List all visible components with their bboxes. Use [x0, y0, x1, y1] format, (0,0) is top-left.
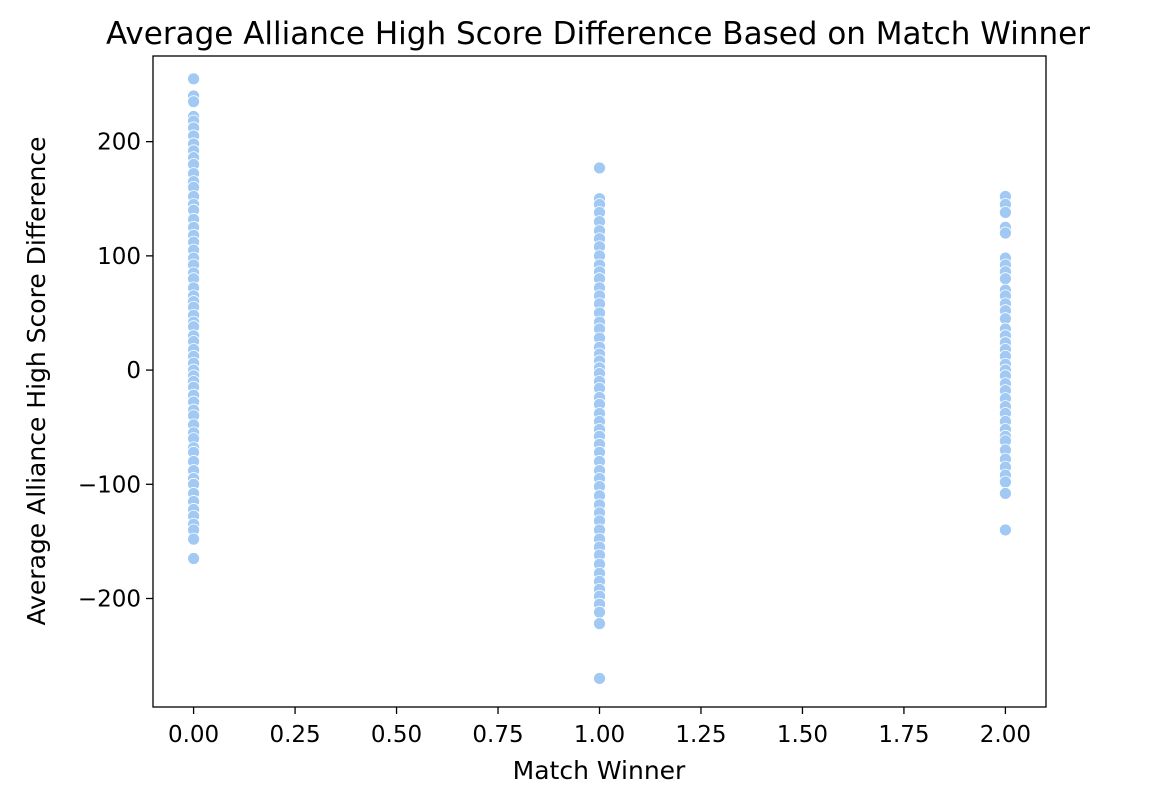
data-point [593, 161, 606, 175]
y-tick-label: 0 [126, 358, 141, 384]
data-point [187, 95, 200, 109]
data-point [999, 523, 1012, 537]
y-axis-label: Average Alliance High Score Difference [22, 136, 51, 625]
data-points [187, 72, 1012, 685]
data-point [187, 72, 200, 86]
data-point [593, 617, 606, 631]
data-point [999, 475, 1012, 489]
x-tick-label: 0.75 [472, 722, 523, 748]
x-tick-label: 1.25 [675, 722, 726, 748]
data-point [999, 487, 1012, 500]
x-tick-label: 1.75 [878, 722, 929, 748]
y-tick-label: −200 [78, 587, 141, 613]
data-point [593, 672, 606, 685]
data-point [999, 226, 1012, 240]
x-axis-label: Match Winner [513, 756, 686, 785]
x-tick-label: 1.00 [574, 722, 625, 748]
y-tick-label: 100 [97, 244, 141, 270]
x-tick-label: 0.50 [371, 722, 422, 748]
data-point [999, 272, 1012, 286]
y-axis: −200 −100 0 100 200 [78, 130, 153, 613]
data-point [999, 206, 1012, 219]
data-point [187, 532, 200, 546]
data-point [187, 552, 200, 565]
y-tick-label: −100 [78, 472, 141, 498]
x-tick-label: 0.25 [269, 722, 320, 748]
y-tick-label: 200 [97, 130, 141, 156]
x-tick-label: 0.00 [168, 722, 219, 748]
data-point [593, 605, 606, 619]
x-axis: 0.00 0.25 0.50 0.75 1.00 1.25 1.50 1.75 2.00 [168, 707, 1031, 748]
x-tick-label: 1.50 [777, 722, 828, 748]
chart-title: Average Alliance High Score Difference B… [106, 16, 1090, 52]
x-tick-label: 2.00 [980, 722, 1031, 748]
